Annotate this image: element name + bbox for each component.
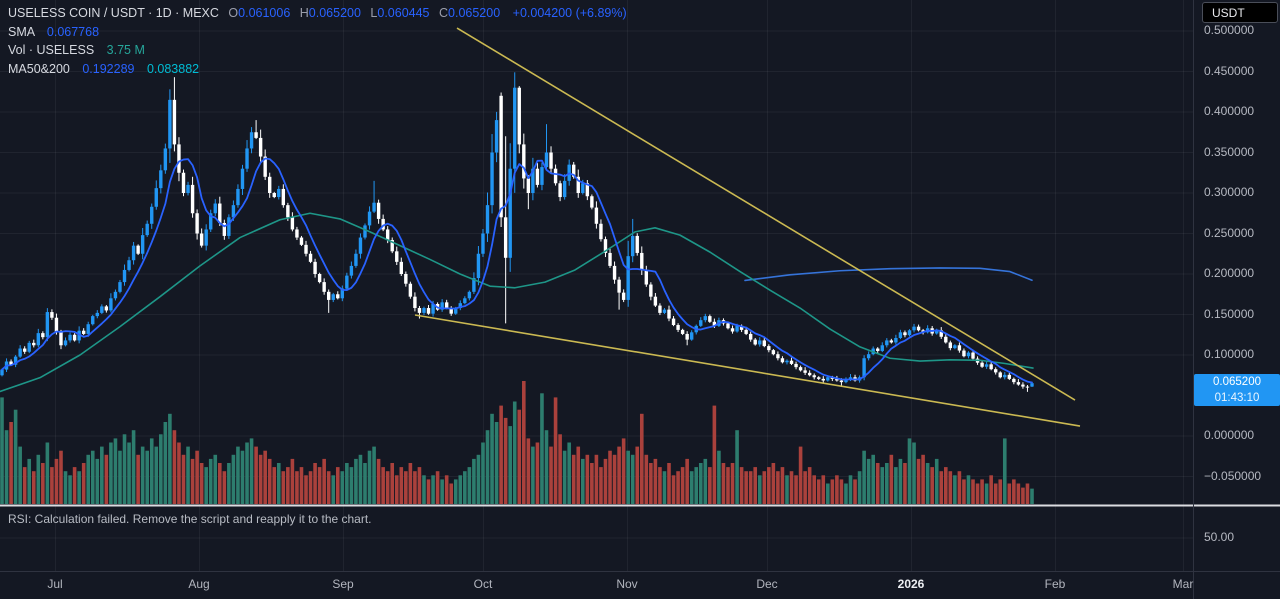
time-axis-label-Jul[interactable]: Jul	[47, 577, 63, 591]
ma-label: MA50&200	[8, 61, 70, 76]
volume-label: Vol · USELESS	[8, 43, 95, 57]
price-axis-label-−0.050000[interactable]: −0.050000	[1204, 468, 1262, 483]
change-value: +0.004200 (+6.89%)	[512, 6, 627, 20]
volume-bars	[0, 381, 1034, 504]
time-axis-label-Oct[interactable]: Oct	[473, 577, 493, 591]
ma50-value: 0.192289	[82, 61, 135, 76]
price-axis-label-0.100000[interactable]: 0.100000	[1204, 347, 1255, 361]
trendline-upper[interactable]	[456, 27, 1076, 401]
time-axis-label-2026[interactable]: 2026	[897, 577, 925, 591]
legend: USELESS COIN / USDT · 1D · MEXC O0.06100…	[8, 4, 627, 78]
volume-indicator-row[interactable]: Vol · USELESS 3.75 M	[8, 41, 627, 60]
ma-indicator-row[interactable]: MA50&200 0.192289 0.083882	[8, 60, 627, 79]
open-key: O	[228, 6, 239, 20]
sma-indicator-row[interactable]: SMA 0.067768	[8, 23, 627, 42]
ma200-value: 0.083882	[146, 61, 200, 76]
close-key: C	[439, 6, 449, 20]
volume-value: 3.75 M	[106, 43, 145, 57]
price-axis-label-0.450000[interactable]: 0.450000	[1204, 63, 1255, 78]
price-axis-label-0.400000[interactable]: 0.400000	[1204, 104, 1255, 118]
time-axis-label-Mar[interactable]: Mar	[1172, 577, 1194, 591]
last-price-label: 0.065200 01:43:10	[1194, 374, 1280, 406]
high-key: H	[299, 6, 309, 20]
price-axis-label-0.150000[interactable]: 0.150000	[1204, 306, 1255, 321]
sma-value: 0.067768	[46, 24, 100, 39]
price-axis-label-0.500000[interactable]: 0.500000	[1204, 23, 1255, 37]
time-axis-label-Sep[interactable]: Sep	[332, 577, 354, 591]
time-axis-label-Nov[interactable]: Nov	[616, 577, 638, 591]
time-axis-label-Aug[interactable]: Aug	[188, 577, 210, 591]
rsi-error-message: RSI: Calculation failed. Remove the scri…	[8, 512, 372, 526]
pane-separator[interactable]	[0, 504, 1280, 507]
price-axis-label-0.200000[interactable]: 0.200000	[1204, 266, 1255, 280]
time-axis-label-Feb[interactable]: Feb	[1044, 577, 1066, 591]
ma50-line	[0, 212, 1034, 393]
candlesticks	[0, 72, 1034, 392]
last-price-value: 0.065200	[1213, 376, 1261, 388]
open-value: 0.061006	[238, 6, 291, 20]
low-value: 0.060445	[377, 6, 430, 20]
symbol-row[interactable]: USELESS COIN / USDT · 1D · MEXC O0.06100…	[8, 4, 627, 23]
high-value: 0.065200	[308, 6, 361, 20]
currency-toggle-button[interactable]: USDT	[1202, 2, 1278, 23]
bar-countdown: 01:43:10	[1214, 392, 1260, 404]
rsi-axis-label-50[interactable]: 50.00	[1204, 530, 1235, 544]
sma-line	[1, 157, 1033, 384]
price-axis-label-0.250000[interactable]: 0.250000	[1204, 225, 1255, 240]
symbol-title: USELESS COIN / USDT · 1D · MEXC	[8, 6, 219, 20]
sma-label: SMA	[8, 24, 35, 39]
ma200-line	[744, 267, 1033, 282]
price-axis-label-0.300000[interactable]: 0.300000	[1204, 185, 1255, 199]
price-axis-label-0.000000[interactable]: 0.000000	[1204, 428, 1255, 442]
low-key: L	[370, 6, 378, 20]
price-axis-label-0.350000[interactable]: 0.350000	[1204, 144, 1255, 159]
time-axis-label-Dec[interactable]: Dec	[756, 577, 778, 591]
trendline-lower[interactable]	[414, 314, 1081, 427]
close-value: 0.065200	[448, 6, 501, 20]
